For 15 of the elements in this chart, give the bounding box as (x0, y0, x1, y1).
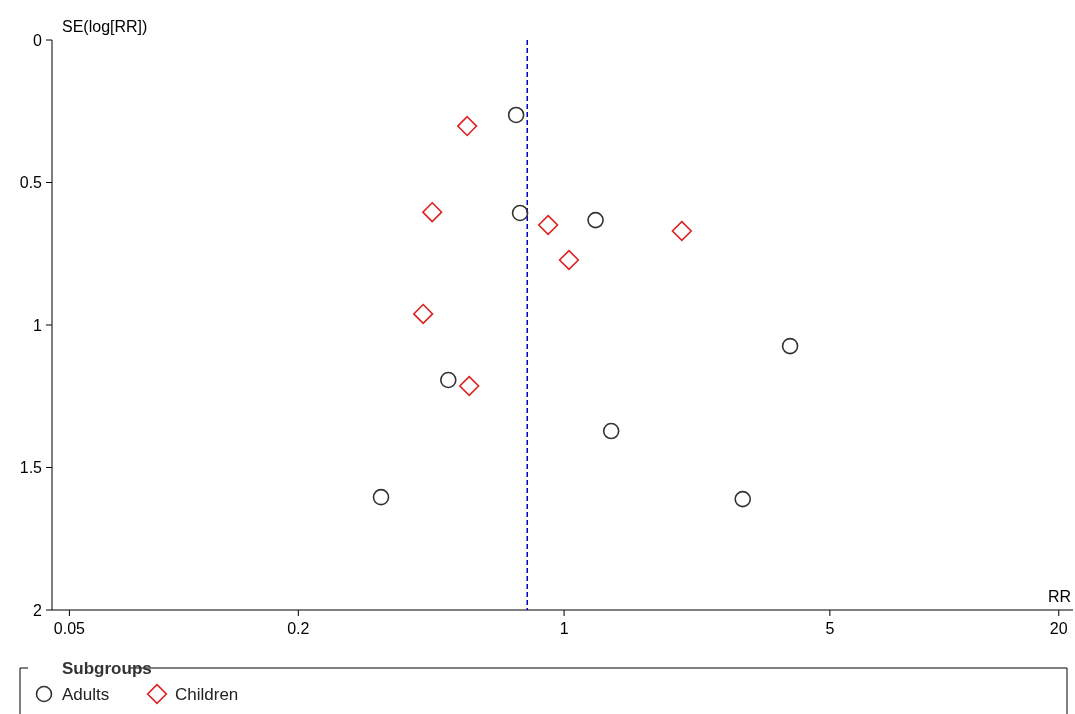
y-axis-title: SE(log[RR]) (62, 18, 148, 35)
x-tick-label: 20 (1049, 620, 1068, 637)
x-axis-title: RR (1047, 588, 1071, 605)
y-tick-label: 0.5 (19, 174, 43, 192)
legend-label: Children (175, 685, 239, 704)
x-tick-label: 0.05 (53, 620, 86, 637)
y-tick-label: 0 (33, 31, 43, 49)
x-tick-label: 1 (559, 620, 569, 637)
legend-label: Adults (62, 685, 110, 704)
legend-title: Subgroups (62, 659, 152, 678)
x-tick-label: 5 (825, 620, 835, 637)
y-tick-label: 1 (33, 316, 43, 334)
y-tick-label: 2 (33, 601, 43, 619)
x-tick-label: 0.2 (287, 620, 310, 637)
y-tick-label: 1.5 (19, 459, 43, 477)
